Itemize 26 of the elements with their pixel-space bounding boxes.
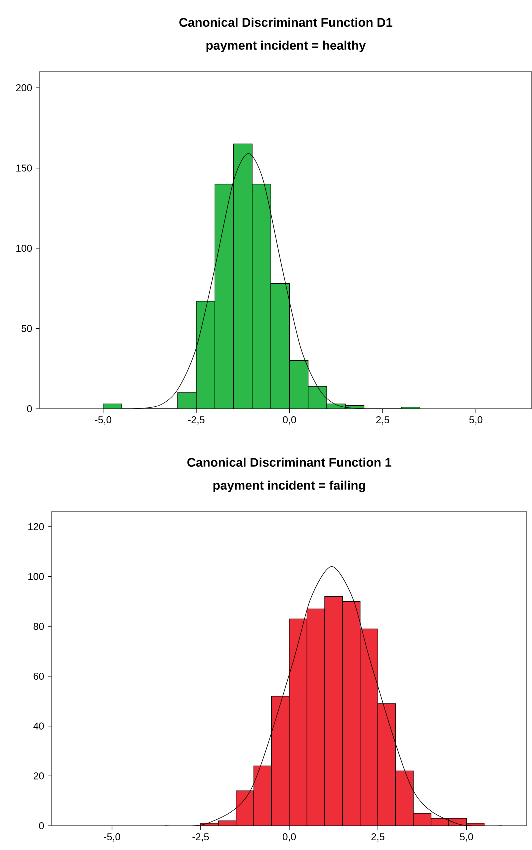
x-tick-label: -5,0 <box>95 416 112 425</box>
chart-title: Canonical Discriminant Function D1 <box>180 18 393 28</box>
y-tick-label: 150 <box>16 164 32 172</box>
chart-subtitle: payment incident = failing <box>214 480 366 492</box>
x-tick-label: 5,0 <box>460 834 474 842</box>
x-tick-label: 2,5 <box>372 834 385 842</box>
x-tick-label: 2,5 <box>376 416 390 425</box>
x-tick-label: -2,5 <box>188 416 205 425</box>
x-tick-label: -5,0 <box>104 834 120 842</box>
y-tick-label: 40 <box>34 722 44 730</box>
y-tick-label: 0 <box>39 822 44 830</box>
y-tick-label: 80 <box>34 623 44 630</box>
y-tick-label: 200 <box>16 84 32 92</box>
x-tick-label: 0,0 <box>283 416 296 425</box>
y-tick-label: 50 <box>22 325 32 332</box>
y-tick-label: 100 <box>28 573 44 580</box>
y-tick-label: 60 <box>34 672 44 680</box>
y-tick-label: 100 <box>16 244 32 252</box>
y-tick-label: 120 <box>28 523 44 530</box>
y-tick-label: 20 <box>34 772 44 780</box>
chart-subtitle: payment incident = healthy <box>206 40 366 52</box>
x-tick-label: -2,5 <box>192 834 210 842</box>
x-tick-label: 0,0 <box>282 834 296 842</box>
chart-title: Canonical Discriminant Function 1 <box>188 458 392 468</box>
x-tick-label: 5,0 <box>470 416 483 425</box>
y-tick-label: 0 <box>27 405 32 413</box>
